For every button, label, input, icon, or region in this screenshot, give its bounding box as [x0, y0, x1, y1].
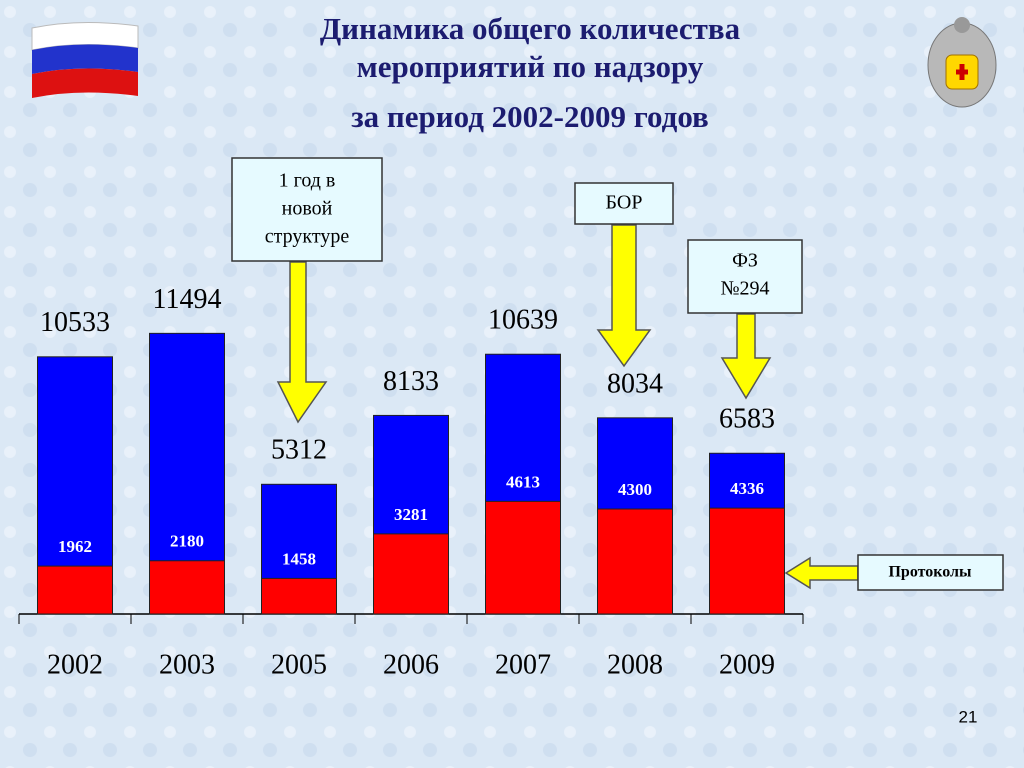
- value-label: 1962: [58, 537, 92, 556]
- emblem: [927, 17, 997, 108]
- bar: [373, 533, 449, 615]
- bar: [261, 577, 337, 615]
- x-tick-label: 2002: [47, 649, 103, 680]
- value-label: 11494: [153, 284, 222, 315]
- bar: [485, 500, 561, 615]
- annotation: БОР: [606, 192, 643, 214]
- bar: [37, 565, 113, 615]
- legend-label: Протоколы: [888, 564, 972, 581]
- value-label: 4336: [730, 479, 764, 498]
- chart-title: за период 2002-2009 годов: [351, 99, 709, 134]
- value-label: 8133: [383, 366, 439, 397]
- flag: [31, 21, 139, 98]
- value-label: 6583: [719, 404, 775, 435]
- bar: [149, 560, 225, 615]
- x-tick-label: 2009: [719, 649, 775, 680]
- value-label: 4300: [618, 480, 652, 499]
- x-tick-label: 2008: [607, 649, 663, 680]
- value-label: 10533: [40, 307, 110, 338]
- annotation: 1 год в: [279, 170, 336, 192]
- chart-title: Динамика общего количества: [320, 11, 741, 46]
- chart-title: мероприятий по надзору: [357, 49, 704, 84]
- value-label: 5312: [271, 435, 327, 466]
- x-tick-label: 2006: [383, 649, 439, 680]
- value-label: 10639: [488, 305, 558, 336]
- x-tick-label: 2007: [495, 649, 551, 680]
- annotation: №294: [720, 278, 769, 300]
- annotation-box: [574, 182, 674, 225]
- annotation: новой: [282, 198, 333, 220]
- value-label: 4613: [506, 472, 540, 491]
- bar: [709, 507, 785, 615]
- annotation: структуре: [265, 226, 350, 248]
- value-label: 1458: [282, 549, 316, 568]
- value-label: 8034: [607, 368, 663, 399]
- x-tick-label: 2005: [271, 649, 327, 680]
- annotation-arrows: [276, 224, 859, 590]
- page-number: 21: [959, 707, 978, 726]
- annotation-box: [231, 157, 383, 262]
- bar: [597, 508, 673, 615]
- x-tick-label: 2003: [159, 649, 215, 680]
- annotation-box: [687, 239, 803, 314]
- value-label: 2180: [170, 532, 204, 551]
- value-label: 3281: [394, 505, 428, 524]
- legend-box: [857, 554, 1004, 591]
- annotation: ФЗ: [732, 250, 758, 272]
